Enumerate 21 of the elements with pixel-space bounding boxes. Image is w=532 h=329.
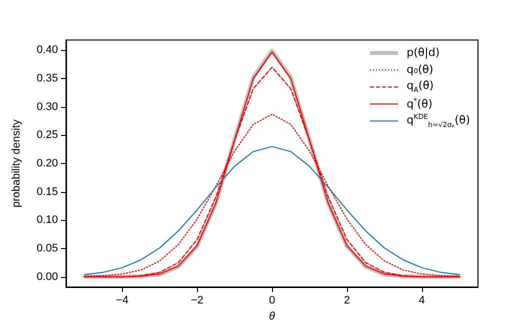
x-tick-label: 2	[344, 294, 350, 306]
y-tick-label: 0.05	[36, 242, 58, 254]
y-tick-label: 0.10	[36, 214, 58, 226]
x-axis-title: θ	[269, 310, 276, 322]
legend-label: p(θ|d)	[406, 46, 440, 59]
y-tick-label: 0.20	[36, 158, 58, 170]
x-tick-label: −4	[116, 294, 128, 306]
x-tick-label: 0	[268, 294, 276, 306]
y-tick-label: 0.30	[36, 100, 58, 113]
legend-label: q₀(θ)	[406, 63, 434, 76]
y-axis-title: probability density	[10, 118, 22, 208]
y-tick-label: 0.00	[36, 270, 58, 283]
legend-label: q$_{A}$(θ)	[406, 78, 434, 94]
y-tick-label: 0.35	[36, 72, 58, 85]
y-tick-label: 0.15	[36, 186, 58, 198]
legend-label: q$^{*}$(θ)	[406, 96, 432, 110]
y-tick-label: 0.40	[36, 44, 58, 56]
legend-label: q$^{KDE}$$_{h=√2σₚ}$(θ)	[406, 112, 470, 128]
x-tick-label: 4	[418, 294, 425, 306]
y-tick-label: 0.25	[36, 129, 58, 142]
x-tick-label: −2	[190, 294, 204, 306]
